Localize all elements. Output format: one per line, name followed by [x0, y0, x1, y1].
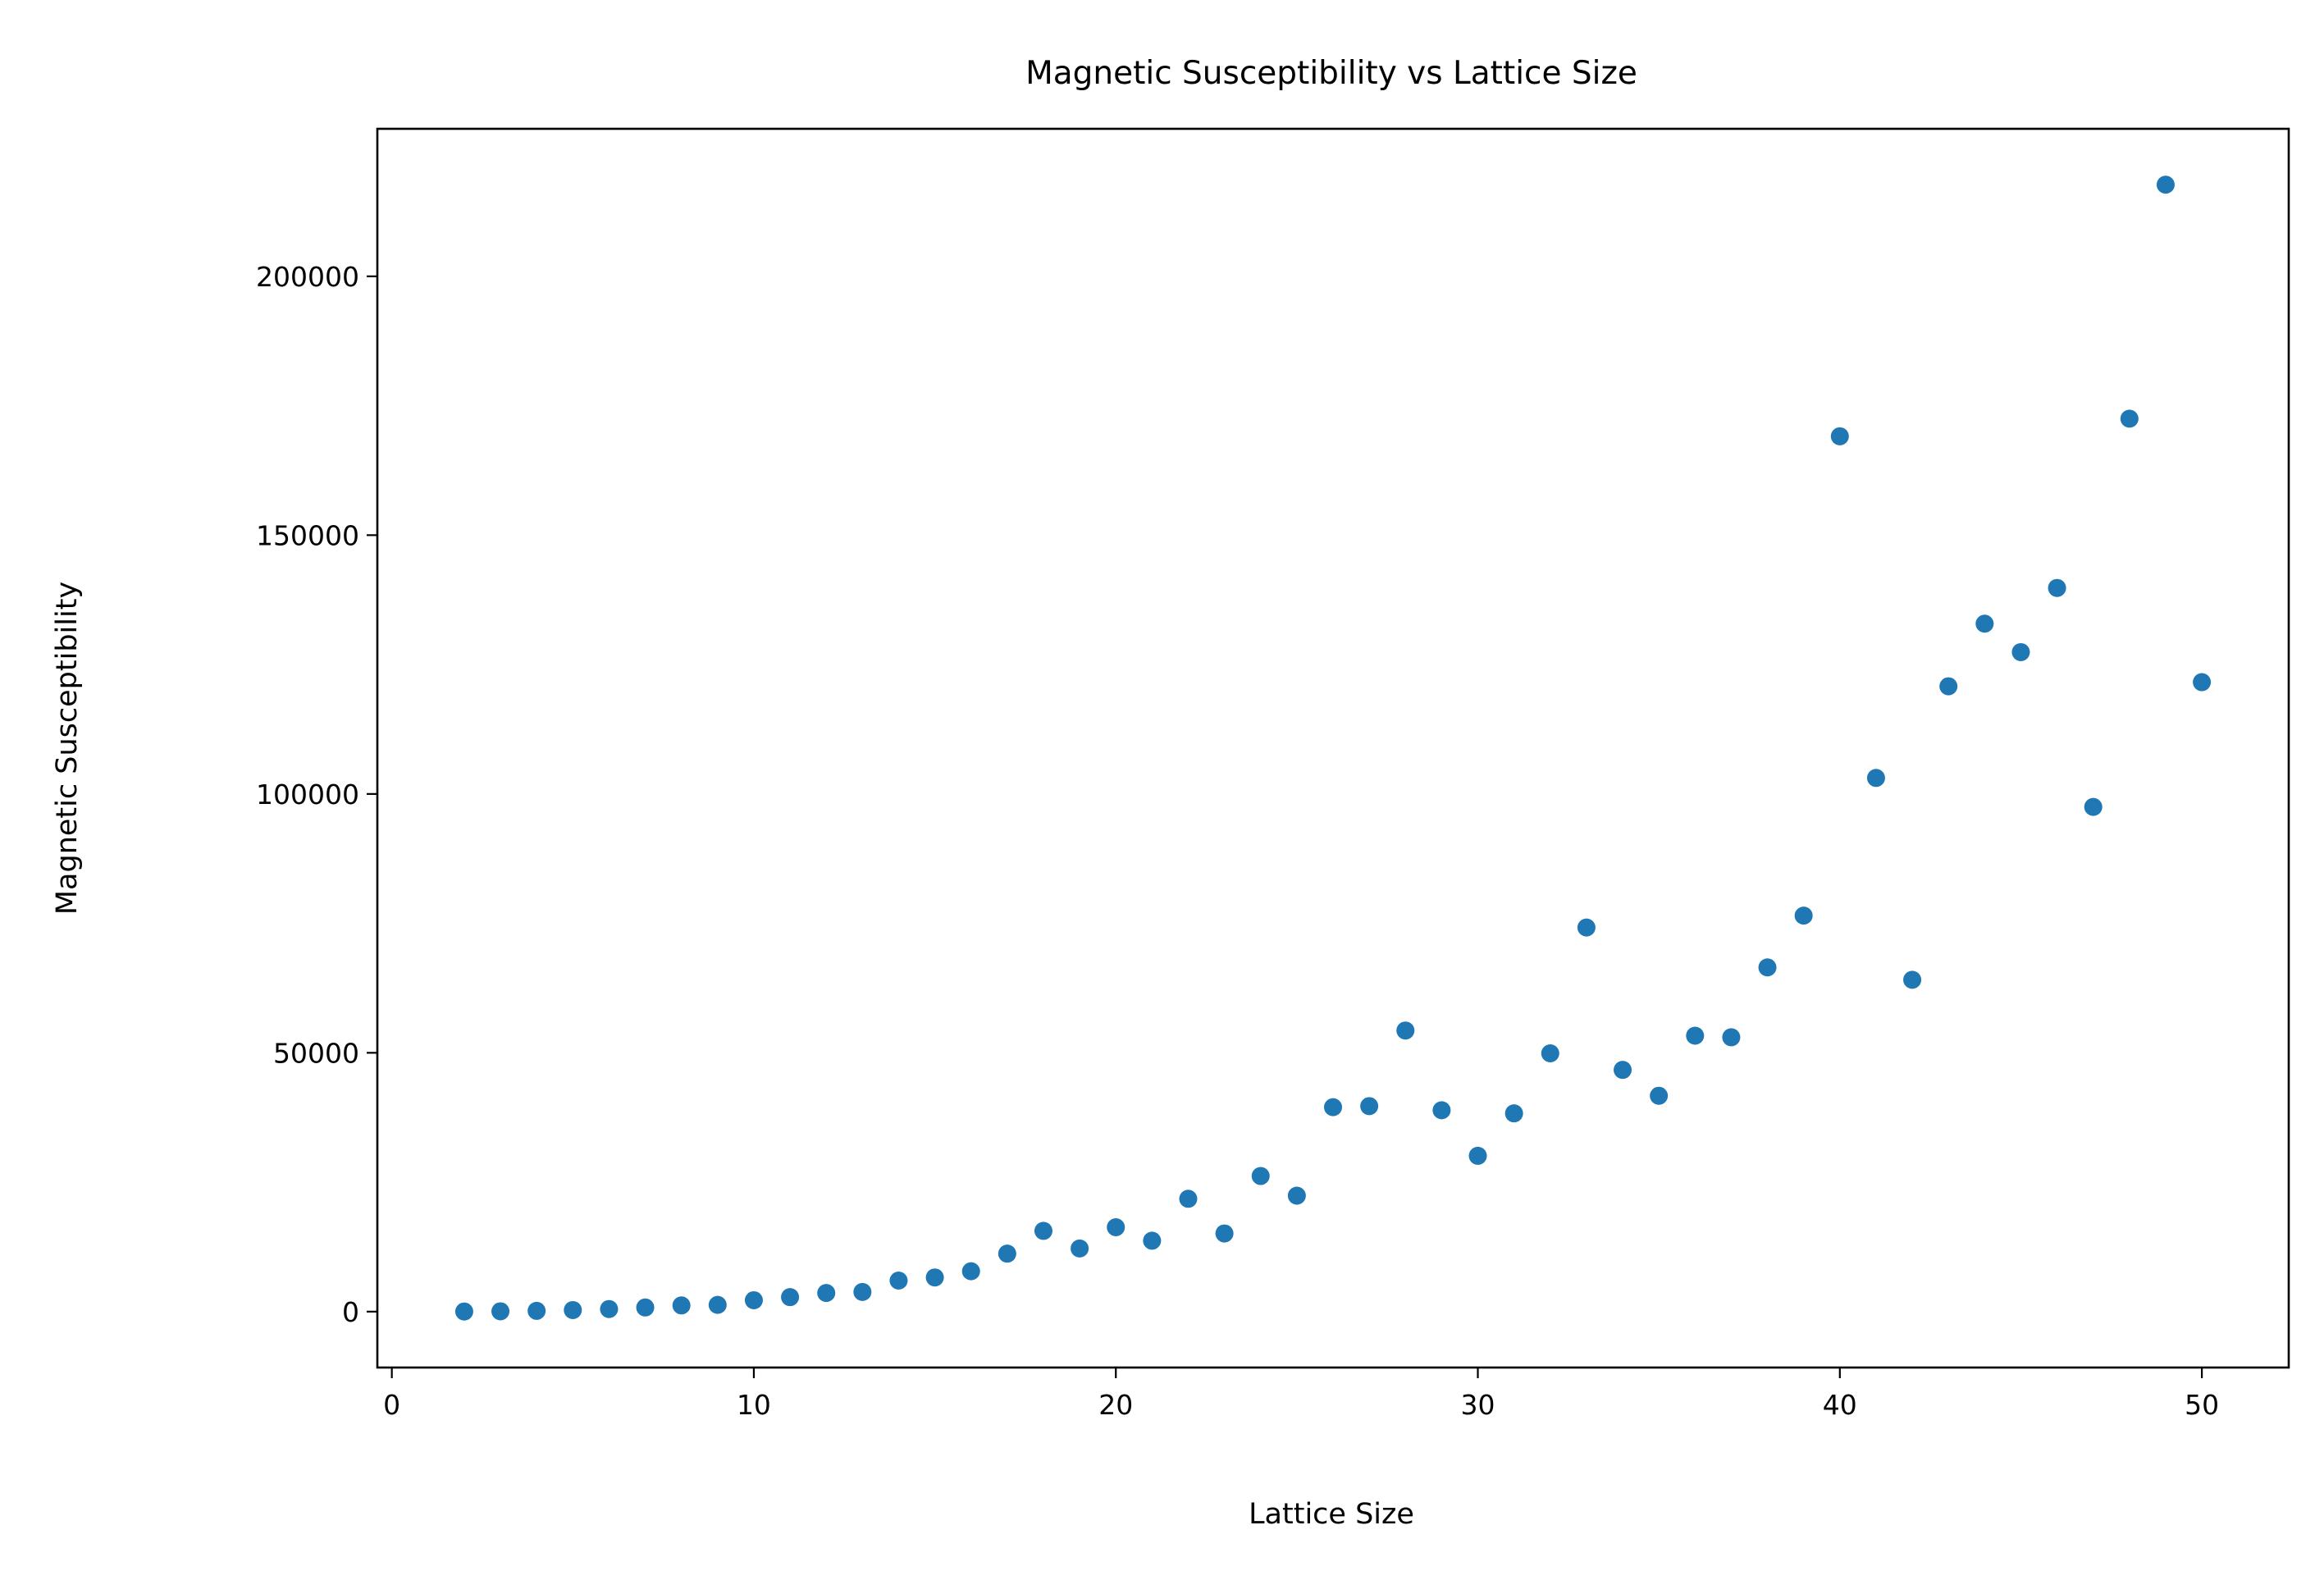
data-point — [1179, 1190, 1198, 1208]
data-point — [1432, 1101, 1451, 1120]
chart-title: Magnetic Susceptibility vs Lattice Size — [1025, 55, 1637, 92]
data-point — [1614, 1061, 1632, 1080]
data-point — [925, 1268, 944, 1287]
data-point — [636, 1298, 655, 1317]
data-point — [1975, 614, 1994, 633]
data-point — [2120, 409, 2139, 428]
data-point — [1396, 1021, 1415, 1040]
data-point — [1468, 1146, 1487, 1165]
y-tick-label: 200000 — [256, 261, 359, 293]
data-point — [1324, 1098, 1342, 1117]
x-tick-label: 20 — [1098, 1389, 1133, 1421]
x-axis-label: Lattice Size — [1249, 1498, 1414, 1531]
data-point — [1686, 1026, 1705, 1045]
data-point — [454, 1302, 473, 1321]
data-point — [600, 1299, 619, 1318]
data-point — [1541, 1043, 1559, 1062]
x-tick-label: 50 — [2185, 1389, 2219, 1421]
data-points — [454, 176, 2212, 1321]
data-point — [1830, 427, 1849, 445]
data-point — [1360, 1097, 1379, 1116]
data-point — [781, 1288, 800, 1307]
data-point — [1866, 769, 1885, 788]
x-tick-label: 0 — [383, 1389, 400, 1421]
data-point — [527, 1301, 546, 1320]
data-point — [708, 1295, 727, 1314]
data-point — [961, 1262, 980, 1281]
data-point — [1143, 1231, 1162, 1250]
y-tick-label: 50000 — [273, 1037, 359, 1069]
y-tick-label: 150000 — [256, 519, 359, 551]
data-point — [2048, 578, 2066, 597]
data-point — [2193, 673, 2212, 692]
y-tick-label: 0 — [342, 1296, 359, 1328]
data-point — [1794, 906, 1813, 925]
data-point — [2011, 642, 2030, 661]
data-point — [1071, 1239, 1089, 1258]
data-point — [744, 1290, 763, 1309]
data-point — [1722, 1028, 1741, 1047]
x-tick-label: 30 — [1461, 1389, 1495, 1421]
x-tick-label: 40 — [1823, 1389, 1857, 1421]
data-point — [817, 1284, 836, 1303]
data-point — [2084, 797, 2103, 816]
data-point — [1758, 958, 1777, 977]
data-point — [491, 1302, 510, 1321]
y-axis-label: Magnetic Susceptibility — [51, 582, 84, 915]
data-point — [1215, 1224, 1234, 1243]
data-point — [998, 1244, 1016, 1263]
data-point — [1251, 1167, 1270, 1185]
x-axis: 0 10 20 30 40 50 — [383, 1368, 2219, 1421]
y-tick-label: 100000 — [256, 779, 359, 811]
data-point — [564, 1300, 582, 1319]
data-point — [853, 1282, 872, 1301]
data-point — [1903, 970, 1922, 989]
data-point — [1577, 918, 1596, 937]
data-point — [2156, 176, 2175, 194]
data-point — [889, 1271, 908, 1290]
data-point — [672, 1296, 691, 1315]
data-point — [1504, 1104, 1523, 1123]
data-point — [1034, 1222, 1052, 1240]
y-axis: 0 50000 100000 150000 200000 — [256, 261, 377, 1328]
data-point — [1939, 677, 1958, 696]
plot-area — [376, 127, 2290, 1369]
data-point — [1107, 1217, 1125, 1236]
data-point — [1287, 1186, 1306, 1205]
x-tick-label: 10 — [737, 1389, 771, 1421]
data-point — [1650, 1086, 1669, 1105]
